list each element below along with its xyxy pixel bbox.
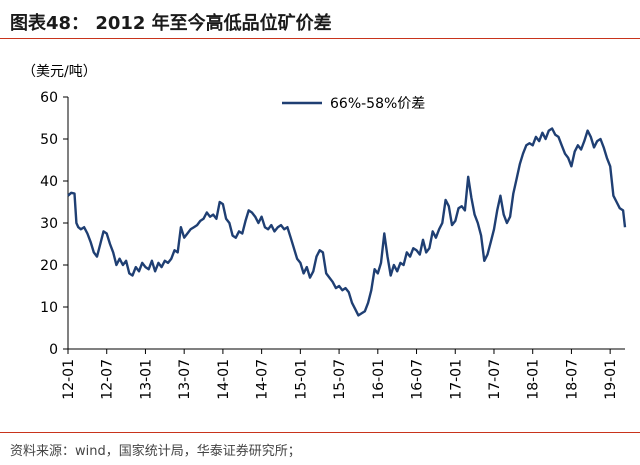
chart-container: （美元/吨） 66%-58%价差 0 10 20 30 40 50 60 12-01 12-0… (0, 45, 640, 430)
x-tick-label: 17-01 (448, 359, 464, 400)
x-tick-label: 12-07 (100, 359, 116, 400)
legend-label: 66%-58%价差 (330, 96, 425, 112)
x-tick-label: 13-07 (177, 359, 193, 400)
y-tick-label: 30 (40, 216, 58, 232)
x-tick-label: 19-01 (603, 359, 619, 400)
y-tick-label: 50 (40, 132, 58, 148)
y-tick-label: 0 (49, 342, 58, 358)
source-divider (0, 432, 640, 433)
figure-title: 图表48： 2012 年至今高低品位矿价差 (10, 13, 332, 34)
y-tick-label: 20 (40, 258, 58, 274)
x-tick-label: 13-01 (138, 359, 154, 400)
y-tick-label: 40 (40, 174, 58, 190)
x-tick-label: 15-01 (293, 359, 309, 400)
x-tick-label: 12-01 (61, 359, 77, 400)
figure-header: 图表48： 2012 年至今高低品位矿价差 (0, 0, 640, 40)
series-line-66-58-spread (67, 127, 627, 317)
x-tick-label: 18-01 (526, 359, 542, 400)
y-unit-label: （美元/吨） (22, 64, 97, 80)
title-divider (0, 38, 640, 39)
x-tick-label: 14-01 (216, 359, 232, 400)
x-tick-label: 14-07 (255, 359, 271, 400)
x-tick-label: 16-07 (410, 359, 426, 400)
x-tick-label: 15-07 (332, 359, 348, 400)
x-axis-ticks: 12-01 12-07 13-01 13-07 14-01 14-07 15-01 15-07… (61, 349, 619, 400)
y-tick-label: 60 (40, 90, 58, 106)
y-tick-label: 10 (40, 300, 58, 316)
x-tick-label: 17-07 (487, 359, 503, 400)
legend: 66%-58%价差 (282, 96, 425, 112)
x-tick-label: 18-07 (564, 359, 580, 400)
y-axis-ticks: 0 10 20 30 40 50 60 (40, 90, 68, 358)
x-tick-label: 16-01 (371, 359, 387, 400)
source-note: 资料来源：wind，国家统计局，华泰证券研究所； (10, 444, 301, 459)
